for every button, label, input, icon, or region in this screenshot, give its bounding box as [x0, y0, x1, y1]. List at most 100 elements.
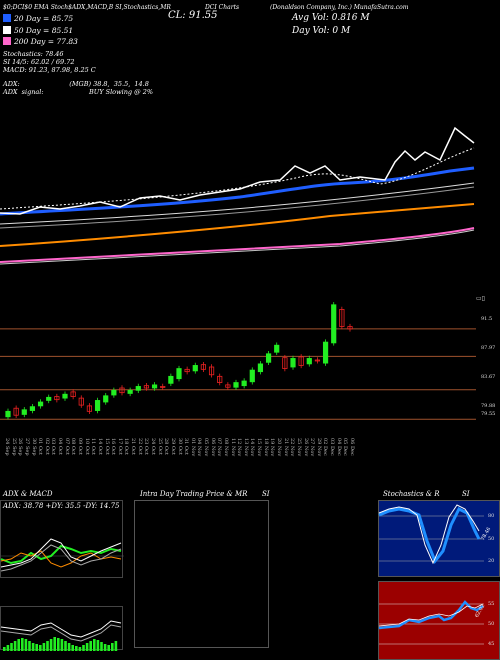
date-label: 25 Oct [156, 438, 163, 455]
candle-body [274, 344, 280, 353]
ma-200-label: 200 Day = 77.83 [14, 37, 78, 46]
candle-body [290, 358, 296, 368]
ma-legend: 20 Day = 85.75 50 Day = 85.51 200 Day = … [3, 13, 78, 48]
si-panel: 55 50 45 62.02 [378, 581, 500, 660]
date-label: 04 Oct [57, 438, 64, 455]
date-label: 29 Nov [315, 438, 322, 457]
adx-line [0, 538, 122, 568]
adx-lines [0, 538, 124, 572]
macd-bar [107, 645, 110, 651]
macd-bar [53, 637, 56, 651]
ma-50-label: 50 Day = 85.51 [14, 25, 74, 35]
candle-body [70, 391, 76, 397]
candle-body [339, 309, 345, 327]
candle-body [151, 384, 158, 389]
intraday-si-label: SI [262, 490, 270, 498]
date-label: 28 Oct [163, 438, 170, 455]
ma-20-line [0, 166, 475, 216]
candle-body [208, 366, 215, 376]
date-label: 29 Oct [169, 438, 176, 455]
macd-bar [13, 641, 17, 651]
candle-body [29, 406, 36, 411]
macd-line [0, 620, 122, 638]
candle-body [86, 405, 93, 412]
date-label: 02 Oct [43, 438, 50, 455]
macd-bar [67, 643, 71, 651]
date-label: 22 Nov [289, 438, 296, 457]
macd-bar [17, 639, 20, 651]
macd-bar [60, 639, 64, 651]
price-level-3: 83.67 [481, 374, 496, 380]
date-label: 08 Nov [222, 438, 229, 457]
date-label: 31 Oct [183, 438, 190, 455]
macd-bar [64, 641, 67, 651]
date-label: 30 Sep [30, 438, 37, 456]
date-label: 15 Oct [103, 438, 110, 455]
candle-body [347, 326, 353, 330]
stochastics-lines [378, 504, 484, 565]
candle-body [54, 396, 60, 401]
date-label: 05 Nov [203, 438, 210, 457]
date-label: 22 Oct [136, 438, 143, 455]
date-label: 12 Nov [236, 438, 243, 457]
date-label: 21 Nov [282, 438, 289, 457]
ma-200-shadow-line [0, 229, 475, 265]
si-stat: SI 14/5: 62.02 / 69.72 [3, 58, 75, 66]
candle-body [46, 396, 52, 401]
candle-body [184, 368, 190, 373]
ma-20-item: 20 Day = 85.75 [3, 13, 78, 25]
candle-body [241, 380, 247, 387]
price-level-5: 79.55 [481, 411, 496, 417]
si-signal-line [378, 603, 484, 627]
macd-bar [28, 641, 31, 651]
candle-body [176, 368, 182, 380]
stoch-d-line [378, 506, 481, 564]
candle-body [306, 358, 312, 365]
stoch-si-label: SI [462, 490, 470, 498]
ma-50-band-line [0, 182, 475, 225]
si-tick-55: 55 [488, 601, 495, 607]
price-level-4: 79.88 [481, 403, 496, 409]
candle-body [217, 375, 223, 383]
adx-signal: ADX signal: BUY Slowing @ 2% [3, 88, 154, 96]
candle-body [168, 375, 174, 384]
macd-histogram [0, 620, 122, 651]
date-label: 18 Nov [262, 438, 269, 457]
price-level-marker: ▭▯ [476, 295, 485, 302]
candle-body [314, 359, 321, 362]
date-label: 24 Sep [4, 438, 10, 456]
stoch-k-line [378, 504, 480, 565]
candle-body [160, 386, 166, 388]
date-label: 19 Nov [269, 438, 276, 457]
candle-body [200, 364, 207, 370]
ma-50-band-line-2 [0, 186, 475, 229]
candle-body [127, 389, 133, 394]
ma-20-label: 20 Day = 85.75 [14, 14, 74, 23]
candle-body [233, 382, 239, 388]
macd-bar [103, 644, 107, 651]
orange-ma-line [0, 203, 475, 247]
candle-body [78, 397, 84, 406]
macd-bar [31, 643, 35, 651]
macd-bar [114, 641, 118, 651]
macd-bar [82, 645, 85, 651]
date-label: 09 Oct [76, 438, 83, 455]
price-level-top: 91.5 [481, 316, 493, 322]
date-label: 01 Oct [37, 438, 44, 455]
date-label: 17 Oct [116, 438, 123, 455]
macd-bar [89, 641, 92, 651]
candle-body [282, 357, 288, 369]
date-label: 03 Oct [50, 438, 57, 455]
ma-50-item: 50 Day = 85.51 [3, 25, 78, 37]
candle-body [257, 363, 264, 373]
date-label: 27 Nov [309, 438, 316, 457]
close-label: CL: 91.55 [168, 10, 218, 21]
date-label: 04 Dec [335, 438, 342, 456]
date-label: 14 Oct [96, 438, 103, 455]
stochastics-panel: 80 50 20 78.46 [378, 500, 500, 577]
minus-di-line [0, 550, 122, 568]
stoch-panel-title: Stochastics & R [383, 490, 440, 498]
candle-body [331, 304, 337, 344]
candle-body [249, 369, 255, 383]
date-label: 11 Nov [229, 438, 236, 457]
